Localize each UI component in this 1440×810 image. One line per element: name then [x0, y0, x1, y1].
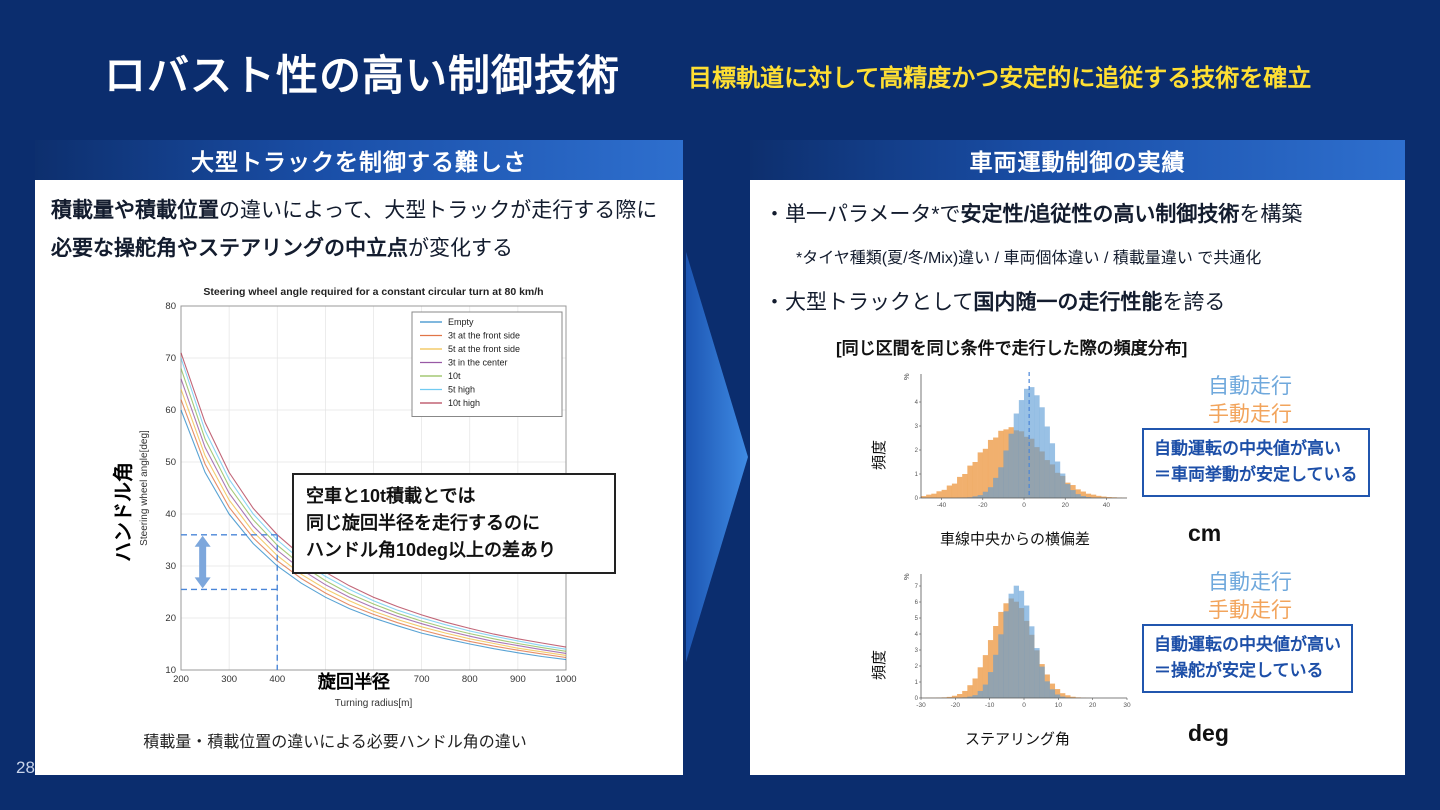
svg-text:-10: -10 — [985, 702, 995, 709]
bullet-best-performance: ・大型トラックとして国内随一の走行性能を誇る — [764, 291, 1226, 314]
svg-text:0: 0 — [915, 696, 919, 702]
svg-text:-30: -30 — [916, 702, 926, 709]
svg-text:400: 400 — [269, 674, 285, 685]
svg-text:1: 1 — [915, 680, 919, 686]
svg-text:20: 20 — [1062, 502, 1070, 509]
svg-text:80: 80 — [165, 301, 176, 312]
left-panel: 大型トラックを制御する難しさ 積載量や積載位置の違いによって、大型トラックが走行… — [35, 140, 683, 775]
svg-text:30: 30 — [1123, 702, 1131, 709]
svg-text:20: 20 — [165, 613, 176, 624]
right-panel: 車両運動制御の実績 ・単一パラメータ*で安定性/追従性の高い制御技術を構築 *タ… — [750, 140, 1405, 775]
handle-angle-axis-label: ハンドル角 — [113, 462, 135, 562]
steering-angle-histogram: 0 1 2 3 4 5 6 7 -30 -20 -10 0 10 20 30% — [895, 568, 1135, 718]
svg-text:4: 4 — [915, 400, 919, 406]
svg-text:-40: -40 — [937, 502, 947, 509]
svg-text:Empty: Empty — [448, 317, 474, 327]
svg-text:70: 70 — [165, 353, 176, 364]
svg-text:40: 40 — [165, 509, 176, 520]
svg-text:2: 2 — [915, 664, 919, 670]
line-chart-caption: 積載量・積載位置の違いによる必要ハンドル角の違い — [143, 734, 527, 751]
legend-manual-drive-1: 手動走行 — [1208, 403, 1292, 426]
lateral-deviation-histogram: 0 1 2 3 4 -40 -20 0 20 40% — [895, 368, 1135, 518]
svg-text:-20: -20 — [978, 502, 988, 509]
svg-text:0: 0 — [1022, 502, 1026, 509]
svg-text:3: 3 — [915, 424, 919, 430]
histogram1-annotation-box: 自動運転の中央値が高い ＝車両挙動が安定している — [1142, 428, 1370, 497]
histogram1-xlabel: 車線中央からの横偏差 — [940, 531, 1091, 548]
histogram2-xlabel: ステアリング角 — [965, 731, 1071, 748]
flow-arrow-icon — [686, 252, 748, 662]
svg-text:%: % — [902, 373, 911, 380]
svg-text:7: 7 — [915, 584, 919, 590]
svg-text:-20: -20 — [951, 702, 961, 709]
svg-text:800: 800 — [462, 674, 478, 685]
svg-text:0: 0 — [1022, 702, 1026, 709]
svg-text:4: 4 — [915, 632, 919, 638]
svg-text:40: 40 — [1103, 502, 1111, 509]
svg-text:20: 20 — [1089, 702, 1097, 709]
legend-manual-drive-2: 手動走行 — [1208, 599, 1292, 622]
histogram1-unit: cm — [1188, 520, 1222, 546]
turning-radius-axis-label: 旋回半径 — [318, 672, 390, 692]
page-number: 28 — [16, 758, 35, 777]
svg-text:10: 10 — [1055, 702, 1063, 709]
bullet-single-parameter: ・単一パラメータ*で安定性/追従性の高い制御技術を構築 — [764, 203, 1303, 226]
svg-text:5t at the front side: 5t at the front side — [448, 344, 520, 354]
svg-text:300: 300 — [221, 674, 237, 685]
histogram2-unit: deg — [1188, 720, 1229, 746]
distribution-caption: [同じ区間を同じ条件で走行した際の頻度分布] — [836, 339, 1188, 358]
frequency-axis-label-1: 頻度 — [871, 439, 888, 470]
page-subtitle: 目標軌道に対して高精度かつ安定的に追従する技術を確立 — [688, 65, 1312, 92]
svg-text:5t high: 5t high — [448, 385, 475, 395]
legend-auto-drive-1: 自動走行 — [1208, 375, 1292, 398]
svg-text:0: 0 — [915, 496, 919, 502]
svg-text:60: 60 — [165, 405, 176, 416]
page-title: ロバスト性の高い制御技術 — [104, 52, 621, 99]
svg-text:600: 600 — [366, 674, 382, 685]
svg-text:Turning radius[m]: Turning radius[m] — [335, 698, 413, 709]
frequency-axis-label-2: 頻度 — [871, 649, 888, 680]
svg-text:6: 6 — [915, 600, 919, 606]
svg-text:1: 1 — [915, 472, 919, 478]
svg-text:500: 500 — [317, 674, 333, 685]
svg-text:10t high: 10t high — [448, 398, 480, 408]
legend-auto-drive-2: 自動走行 — [1208, 571, 1292, 594]
left-panel-header: 大型トラックを制御する難しさ — [35, 140, 683, 180]
svg-text:10: 10 — [165, 665, 176, 676]
svg-text:Steering wheel angle required: Steering wheel angle required for a cons… — [203, 286, 543, 298]
svg-text:200: 200 — [173, 674, 189, 685]
histogram2-annotation-box: 自動運転の中央値が高い ＝操舵が安定している — [1142, 624, 1353, 693]
svg-text:3: 3 — [915, 648, 919, 654]
svg-text:50: 50 — [165, 457, 176, 468]
svg-text:Steering wheel angle[deg]: Steering wheel angle[deg] — [139, 430, 150, 546]
svg-text:2: 2 — [915, 448, 919, 454]
svg-text:1000: 1000 — [555, 674, 576, 685]
svg-text:30: 30 — [165, 561, 176, 572]
bullet-footnote: *タイヤ種類(夏/冬/Mix)違い / 車両個体違い / 積載量違い で共通化 — [796, 250, 1262, 267]
right-panel-header: 車両運動制御の実績 — [750, 140, 1405, 180]
svg-text:3t in the center: 3t in the center — [448, 358, 508, 368]
svg-text:700: 700 — [414, 674, 430, 685]
svg-text:900: 900 — [510, 674, 526, 685]
svg-text:%: % — [902, 573, 911, 580]
line-chart-annotation-box: 空車と10t積載とでは 同じ旋回半径を走行するのに ハンドル角10deg以上の差あり — [292, 473, 616, 574]
svg-text:3t at the front side: 3t at the front side — [448, 331, 520, 341]
svg-text:10t: 10t — [448, 371, 461, 381]
left-panel-body-text: 積載量や積載位置の違いによって、大型トラックが走行する際に必要な操舵角やステアリ… — [51, 199, 658, 260]
svg-text:5: 5 — [915, 616, 919, 622]
